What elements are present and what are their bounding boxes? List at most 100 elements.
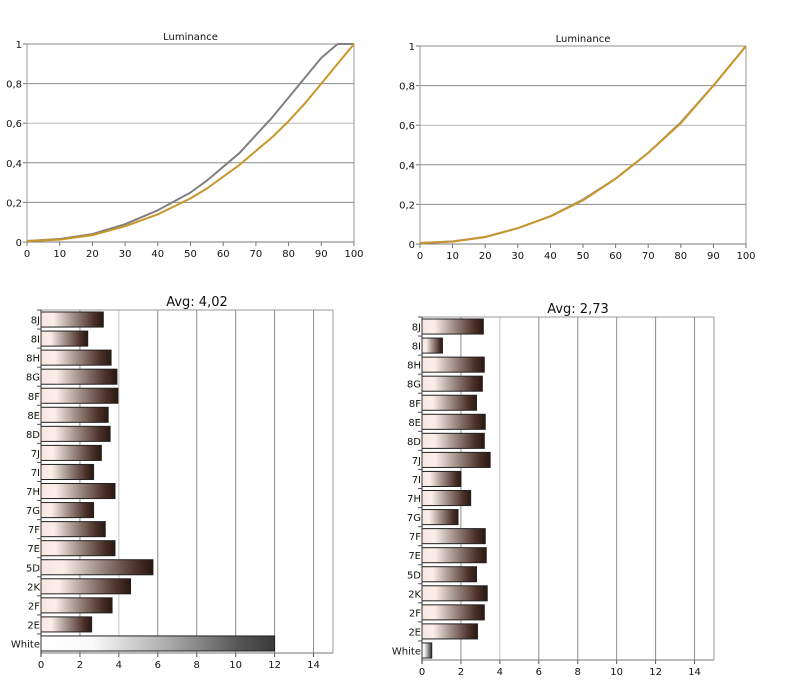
- x-tick-label: 12: [649, 667, 662, 678]
- bar-5d: [421, 566, 478, 583]
- category-label: 7H: [26, 487, 40, 498]
- x-tick-label: 20: [479, 251, 492, 262]
- bar-8e: [40, 406, 109, 423]
- category-label: 8H: [407, 361, 421, 372]
- bar-7h: [40, 483, 116, 500]
- category-label: 7G: [407, 513, 421, 524]
- category-label: 8D: [26, 430, 40, 441]
- category-label: 2E: [408, 627, 421, 638]
- category-label: 8E: [408, 418, 421, 429]
- category-label: 7F: [28, 525, 40, 536]
- category-label: 8E: [27, 411, 40, 422]
- x-tick-label: 2: [77, 660, 83, 671]
- y-tick-label: 0,4: [6, 159, 22, 170]
- bar-7f: [40, 521, 106, 538]
- x-tick-label: 0: [24, 249, 30, 260]
- x-tick-label: 80: [674, 251, 687, 262]
- category-label: 8J: [412, 323, 421, 334]
- category-label: 7E: [27, 544, 40, 555]
- bar-white: [421, 642, 433, 659]
- category-label: 7E: [408, 551, 421, 562]
- x-tick-label: 10: [610, 667, 623, 678]
- bar-2k: [421, 585, 488, 602]
- category-label: 8D: [407, 437, 421, 448]
- category-label: 7J: [412, 456, 421, 467]
- category-label: 2F: [28, 601, 40, 612]
- y-tick-label: 0,2: [399, 200, 415, 211]
- bar-8d: [40, 425, 111, 442]
- bar-8d: [421, 432, 485, 449]
- bar-8h: [421, 356, 485, 373]
- y-tick-label: 0: [409, 240, 415, 251]
- deltae-bar-chart-right: Avg: 2,73 0 2 4 6 8 10 12 14 8J 8I 8H 8G 8F 8E 8D 7J 7I 7H…: [392, 302, 715, 678]
- y-tick-label: 0,8: [399, 82, 415, 93]
- bar-8f: [421, 394, 478, 411]
- x-tick-label: 80: [282, 249, 295, 260]
- category-label: 5D: [407, 570, 421, 581]
- x-tick-label: 10: [53, 249, 66, 260]
- category-label: 2K: [27, 582, 40, 593]
- deltae-bar-chart-left: Avg: 4,02 0 2 4 6 8 10 12 14 8J 8I 8H 8G 8F 8E 8D 7J 7I 7H…: [11, 295, 334, 671]
- category-label: 7F: [409, 532, 421, 543]
- x-tick-label: 0: [417, 251, 423, 262]
- x-tick-label: 40: [151, 249, 164, 260]
- bar-8h: [40, 349, 112, 366]
- x-tick-label: 100: [736, 251, 755, 262]
- x-tick-label: 6: [155, 660, 161, 671]
- bar-2e: [421, 623, 478, 640]
- x-tick-label: 10: [446, 251, 459, 262]
- chart-title: Luminance: [556, 34, 611, 45]
- category-label: 7H: [407, 494, 421, 505]
- category-label: 8G: [407, 380, 421, 391]
- category-label: 7G: [26, 506, 40, 517]
- x-tick-label: 14: [307, 660, 320, 671]
- category-label: 2K: [408, 589, 421, 600]
- category-label: 8F: [28, 392, 40, 403]
- category-label: White: [11, 639, 40, 650]
- category-label: 8H: [26, 354, 40, 365]
- x-tick-label: 50: [577, 251, 590, 262]
- y-tick-label: 0: [16, 238, 22, 249]
- x-tick-label: 60: [217, 249, 230, 260]
- y-tick-label: 0,8: [6, 80, 22, 91]
- category-label: 5D: [26, 563, 40, 574]
- x-tick-label: 14: [688, 667, 701, 678]
- x-tick-label: 6: [536, 667, 542, 678]
- bar-7e: [421, 547, 487, 564]
- series-line-measured: [419, 45, 747, 244]
- category-label: 8I: [31, 335, 40, 346]
- x-tick-label: 8: [194, 660, 200, 671]
- bar-7j: [40, 444, 102, 461]
- y-tick-label: 0,6: [399, 121, 415, 132]
- x-tick-label: 20: [86, 249, 99, 260]
- x-tick-label: 70: [642, 251, 655, 262]
- bar-2f: [40, 597, 113, 614]
- bar-8j: [421, 318, 484, 335]
- bar-7g: [40, 502, 95, 519]
- bar-2e: [40, 616, 93, 633]
- chart-title: Avg: 2,73: [547, 302, 609, 317]
- bar-7e: [40, 540, 116, 557]
- bar-8j: [40, 311, 104, 328]
- bar-7h: [421, 490, 472, 507]
- bar-2k: [40, 578, 132, 595]
- x-tick-label: 50: [184, 249, 197, 260]
- x-tick-label: 4: [497, 667, 503, 678]
- series-line-target: [26, 43, 355, 242]
- bar-8g: [40, 368, 118, 385]
- y-tick-label: 0,6: [6, 119, 22, 130]
- y-tick-label: 1: [16, 40, 22, 51]
- x-tick-label: 100: [344, 249, 363, 260]
- bar-8g: [421, 375, 483, 392]
- x-tick-label: 12: [268, 660, 281, 671]
- y-tick-label: 0,2: [6, 198, 22, 209]
- x-tick-label: 0: [419, 667, 425, 678]
- x-tick-label: 30: [119, 249, 132, 260]
- series-line-target: [419, 45, 747, 244]
- category-label: 7I: [412, 475, 421, 486]
- x-tick-label: 30: [511, 251, 524, 262]
- x-tick-label: 40: [544, 251, 557, 262]
